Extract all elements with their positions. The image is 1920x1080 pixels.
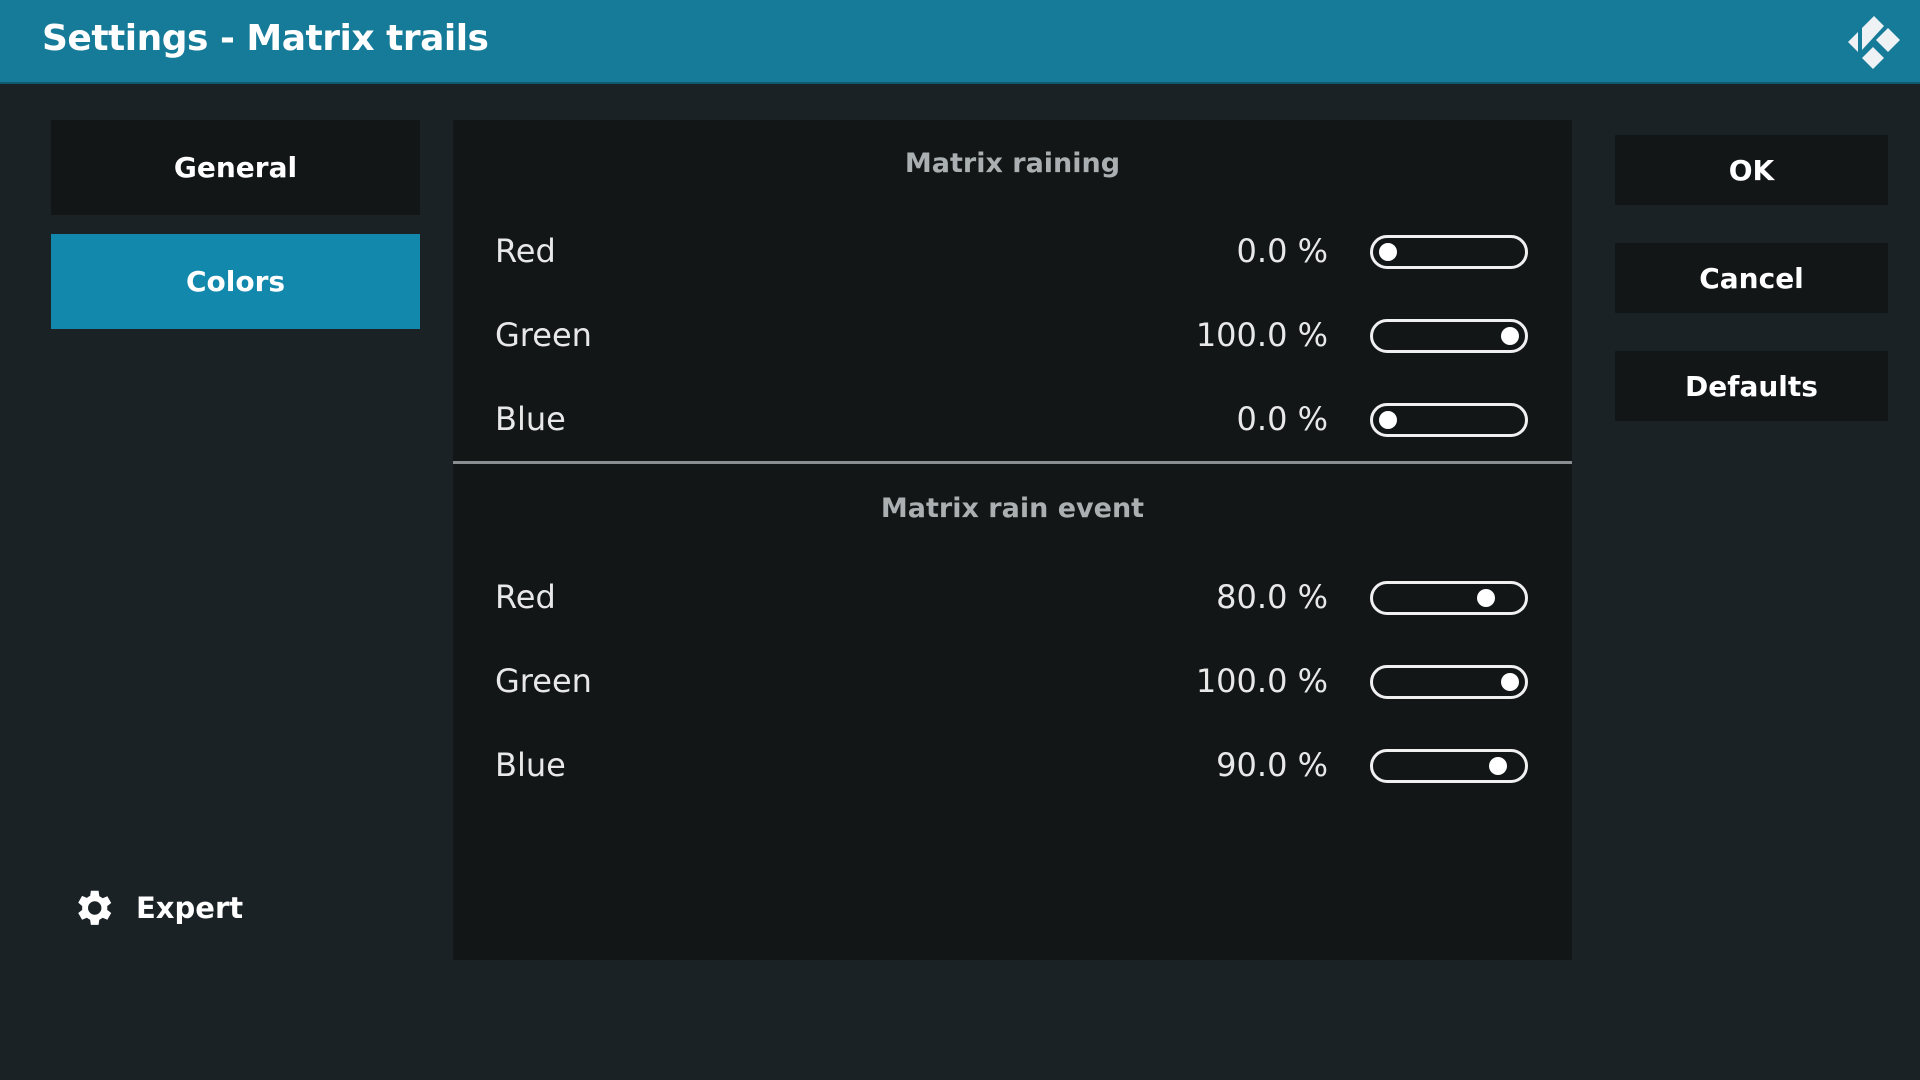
setting-value: 100.0 % xyxy=(1195,316,1328,354)
slider-knob[interactable] xyxy=(1379,411,1397,429)
slider-knob[interactable] xyxy=(1501,327,1519,345)
setting-value: 0.0 % xyxy=(1236,232,1328,270)
setting-label: Green xyxy=(495,316,592,354)
slider[interactable] xyxy=(1370,319,1528,353)
defaults-button[interactable]: Defaults xyxy=(1615,351,1888,421)
setting-row-green[interactable]: Green 100.0 % xyxy=(453,296,1572,376)
setting-value: 100.0 % xyxy=(1195,662,1328,700)
category-colors[interactable]: Colors xyxy=(51,234,420,329)
setting-label: Blue xyxy=(495,400,566,438)
slider-knob[interactable] xyxy=(1488,757,1507,775)
ok-button[interactable]: OK xyxy=(1615,135,1888,205)
setting-value: 0.0 % xyxy=(1236,400,1328,438)
setting-value: 80.0 % xyxy=(1216,578,1328,616)
setting-row-red[interactable]: Red 0.0 % xyxy=(453,212,1572,292)
setting-label: Red xyxy=(495,232,556,270)
slider[interactable] xyxy=(1370,403,1528,437)
slider[interactable] xyxy=(1370,749,1528,783)
slider[interactable] xyxy=(1370,581,1528,615)
page-title: Settings - Matrix trails xyxy=(42,18,489,59)
slider[interactable] xyxy=(1370,235,1528,269)
section-title: Matrix raining xyxy=(904,148,1121,179)
kodi-logo-icon xyxy=(1848,16,1900,69)
setting-label: Red xyxy=(495,578,556,616)
setting-label: Green xyxy=(495,662,592,700)
section-divider xyxy=(453,461,1572,464)
settings-panel: Matrix raining Red 0.0 % Green 100.0 % B… xyxy=(453,120,1572,960)
category-general[interactable]: General xyxy=(51,120,420,215)
section-title: Matrix rain event xyxy=(880,493,1145,524)
slider[interactable] xyxy=(1370,665,1528,699)
setting-value: 90.0 % xyxy=(1216,746,1328,784)
slider-knob[interactable] xyxy=(1501,673,1519,691)
slider-knob[interactable] xyxy=(1379,243,1397,261)
header-bar: Settings - Matrix trails xyxy=(0,0,1920,84)
setting-row-blue[interactable]: Blue 0.0 % xyxy=(453,380,1572,460)
setting-row-red[interactable]: Red 80.0 % xyxy=(453,558,1572,638)
slider-knob[interactable] xyxy=(1476,589,1495,607)
expert-toggle[interactable]: Expert xyxy=(70,885,243,931)
setting-row-green[interactable]: Green 100.0 % xyxy=(453,642,1572,722)
cancel-button[interactable]: Cancel xyxy=(1615,243,1888,313)
setting-row-blue[interactable]: Blue 90.0 % xyxy=(453,726,1572,806)
expert-label: Expert xyxy=(136,891,244,925)
setting-label: Blue xyxy=(495,746,566,784)
gear-icon xyxy=(78,890,112,925)
